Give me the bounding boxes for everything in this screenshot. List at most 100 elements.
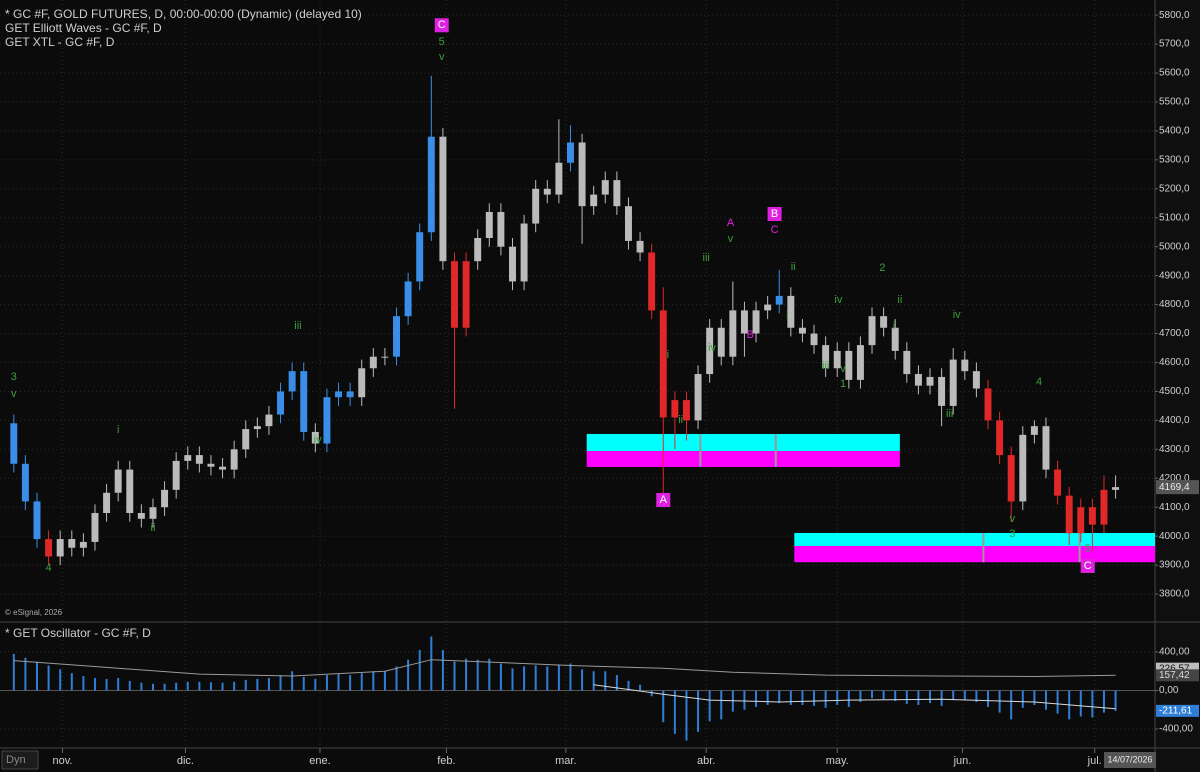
zone-band [586, 433, 900, 452]
x-tick-label: may. [826, 755, 849, 767]
candle-body [265, 414, 273, 427]
bar [778, 690, 781, 704]
candle-body [462, 261, 470, 328]
dyn-button[interactable] [1, 750, 39, 770]
copyright: © eSignal, 2026 [5, 608, 63, 617]
wave-label: iv [314, 434, 322, 446]
bar [198, 681, 201, 691]
legend-line: GET Elliott Waves - GC #F, D [5, 21, 162, 35]
candle-body [1007, 455, 1015, 502]
candle-body [346, 391, 354, 398]
bar [789, 690, 792, 705]
wave-label: v [728, 233, 734, 245]
bar [940, 690, 943, 706]
wave-label: i [893, 320, 895, 332]
y-tick-label: 5300,0 [1159, 155, 1190, 166]
candle-body [369, 356, 377, 369]
last-price-box [1156, 480, 1199, 495]
candle-body [114, 469, 122, 493]
candle-body [624, 206, 632, 241]
candle-body [856, 345, 864, 380]
bar [511, 668, 514, 691]
bar [372, 671, 375, 691]
dyn-button-label[interactable]: Dyn [6, 754, 26, 766]
bar [546, 666, 549, 691]
candle-body [451, 261, 458, 328]
y-tick-label: 3900,0 [1159, 560, 1190, 571]
value-marker-box [1156, 704, 1199, 717]
candle-body [717, 327, 725, 357]
wave-label: ii [678, 414, 683, 426]
bar [151, 683, 154, 691]
bar [697, 690, 700, 732]
bar [140, 682, 143, 691]
candle-body [926, 376, 934, 386]
bar [105, 678, 108, 691]
wave-label: iii [294, 320, 301, 332]
candle-body [509, 246, 516, 282]
bar [604, 671, 607, 691]
candle-body [740, 310, 748, 334]
wave-label: v [11, 388, 17, 400]
wave-label: iii [703, 252, 710, 264]
bar [175, 682, 178, 691]
legend-line: GET XTL - GC #F, D [5, 35, 115, 49]
bar [1010, 690, 1013, 720]
wave-label-box [1080, 558, 1095, 573]
bar [1091, 690, 1094, 718]
wave-label: 1 [840, 378, 846, 390]
y-tick-label: 5500,0 [1159, 97, 1190, 108]
candle-body [601, 180, 609, 195]
bar [407, 659, 410, 691]
bar [465, 658, 468, 691]
wave-label: i [786, 310, 788, 322]
wave-label: C [1084, 560, 1092, 572]
y-tick-label: 5600,0 [1159, 68, 1190, 79]
candle-body [868, 316, 876, 346]
candle-body [1042, 426, 1050, 470]
candle-body [184, 455, 192, 461]
y-tick-label: 4300,0 [1159, 444, 1190, 455]
candle-body [358, 368, 366, 398]
candle-body [68, 539, 76, 548]
bar [534, 665, 537, 691]
bar [708, 690, 711, 722]
wave-label: i [667, 349, 669, 361]
bar [905, 690, 908, 704]
bar [766, 690, 769, 705]
y-tick-label: 4100,0 [1159, 502, 1190, 513]
bar [383, 671, 386, 691]
bar [975, 690, 978, 703]
candle-body [1054, 469, 1062, 496]
candle-body [230, 449, 238, 470]
last-price-label: 4169,4 [1159, 482, 1190, 493]
bar [720, 690, 723, 720]
candle-body [555, 162, 563, 195]
candle-body [1077, 507, 1085, 534]
candle-body [984, 388, 992, 421]
x-tick-label: abr. [697, 755, 715, 767]
candle-body [79, 541, 87, 548]
bar [128, 680, 131, 691]
bar [47, 665, 50, 691]
bar [337, 674, 340, 691]
bar [917, 690, 920, 705]
candle-body [485, 211, 493, 239]
wave-label-box [656, 492, 671, 507]
candle-body [161, 489, 169, 508]
candle-body [961, 359, 969, 372]
x-tick-label: jul. [1087, 755, 1102, 767]
candle-body [613, 180, 621, 207]
candle-body [891, 327, 899, 351]
legend-line: * GC #F, GOLD FUTURES, D, 00:00-00:00 (D… [5, 7, 362, 21]
candle-body [1019, 434, 1027, 502]
y-tick-label: 4600,0 [1159, 357, 1190, 368]
bar [349, 675, 352, 691]
candle-body [335, 391, 343, 398]
wave-label: iv [708, 342, 716, 354]
candle-body [543, 188, 551, 195]
wave-label: C [438, 19, 446, 31]
bar [523, 666, 526, 691]
value-marker-label: -211,61 [1159, 706, 1193, 717]
